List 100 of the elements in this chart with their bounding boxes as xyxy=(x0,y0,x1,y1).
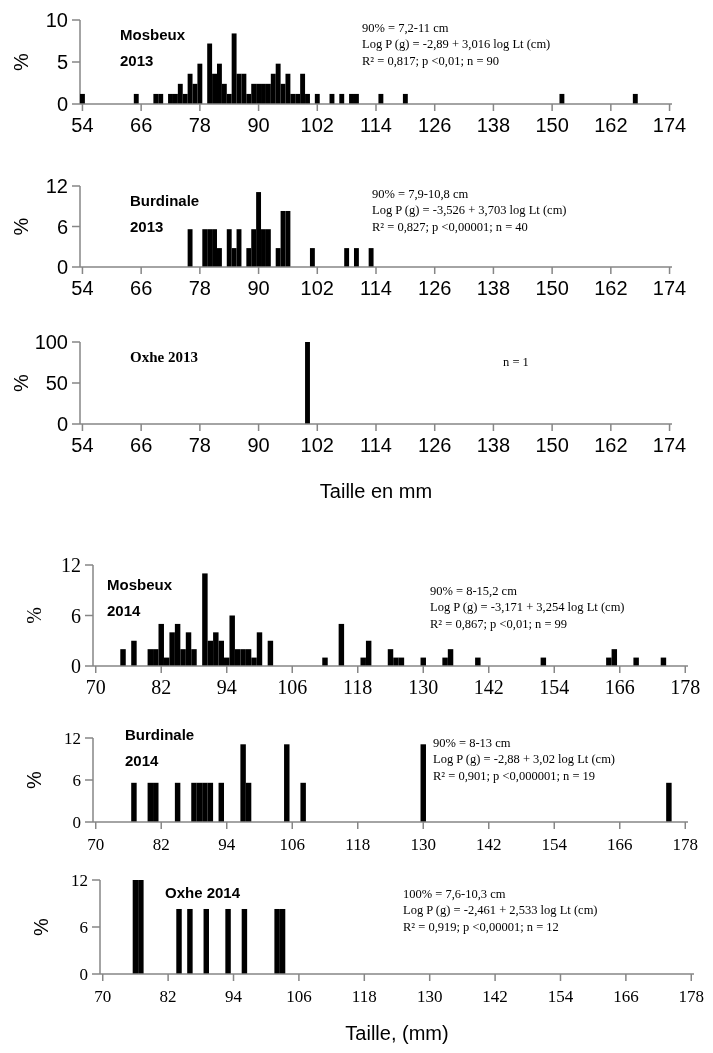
x-tick-label: 114 xyxy=(360,114,392,136)
text: Mosbeux 2014 xyxy=(107,576,173,619)
x-tick-label: 162 xyxy=(594,434,628,456)
text: Mosbeux 2013 xyxy=(120,26,186,69)
x-axis-title: Taille en mm xyxy=(319,480,433,502)
x-tick-label: 54 xyxy=(71,434,94,456)
x-tick-label: 66 xyxy=(130,434,153,456)
annotation: R² = 0,827; p <0,00001; n = 40 xyxy=(372,219,528,234)
x-tick-label: 114 xyxy=(360,277,392,299)
x-tick-label: 178 xyxy=(670,676,701,698)
x-tick-label: 90 xyxy=(247,114,270,136)
x-tick-label: 150 xyxy=(535,277,569,299)
y-axis-title: % xyxy=(10,373,32,392)
x-tick-label: 178 xyxy=(672,835,699,854)
y-tick-label: 100 xyxy=(34,331,68,353)
x-tick-label: 142 xyxy=(482,987,508,1006)
x-tick-label: 154 xyxy=(547,987,574,1006)
y-axis-title: % xyxy=(10,52,32,71)
x-tick-label: 166 xyxy=(604,676,635,698)
x-tick-label: 106 xyxy=(279,835,305,854)
annotation: n = 1 xyxy=(503,355,529,369)
annotation: 100% = 7,6-10,3 cm xyxy=(403,887,506,901)
annotation: Log P (g) = -2,89 + 3,016 log Lt (cm) xyxy=(362,37,551,52)
x-tick-label: 138 xyxy=(476,434,511,456)
y-axis-title: % xyxy=(30,917,52,936)
x-tick-label: 66 xyxy=(130,114,153,136)
x-axis-title: Taille, (mm) xyxy=(345,1022,449,1044)
annotation: R² = 0,901; p <0,000001; n = 19 xyxy=(433,768,596,783)
x-tick-label: 174 xyxy=(652,114,687,136)
x-tick-label: 126 xyxy=(418,114,452,136)
x-tick-label: 102 xyxy=(300,277,334,299)
x-tick-label: 118 xyxy=(345,835,371,854)
y-tick-label: 0 xyxy=(56,256,68,278)
y-tick-label: 50 xyxy=(45,372,68,394)
y-tick-label: 0 xyxy=(71,655,81,677)
y-tick-label: 5 xyxy=(56,51,68,73)
x-tick-label: 174 xyxy=(652,277,687,299)
y-tick-label: 6 xyxy=(72,770,81,790)
x-tick-label: 162 xyxy=(594,277,628,299)
x-tick-label: 66 xyxy=(130,277,153,299)
x-tick-label: 138 xyxy=(476,277,511,299)
x-tick-label: 150 xyxy=(535,434,569,456)
x-tick-label: 174 xyxy=(652,434,687,456)
y-tick-label: 10 xyxy=(45,9,68,31)
x-tick-label: 82 xyxy=(159,987,177,1006)
x-tick-label: 166 xyxy=(613,987,639,1006)
x-tick-label: 90 xyxy=(247,434,270,456)
x-tick-label: 78 xyxy=(188,434,211,456)
annotation: 90% = 7,2-11 cm xyxy=(362,21,449,35)
annotation: 90% = 7,9-10,8 cm xyxy=(372,187,469,201)
chart-title: Oxhe 2014 xyxy=(165,884,241,901)
x-tick-label: 82 xyxy=(151,676,172,698)
annotation: 90% = 8-13 cm xyxy=(433,736,511,750)
x-tick-label: 166 xyxy=(607,835,633,854)
y-tick-label: 6 xyxy=(71,604,81,627)
y-axis-title: % xyxy=(23,607,45,624)
x-tick-label: 106 xyxy=(277,676,308,698)
x-tick-label: 102 xyxy=(300,114,334,136)
chart-title: Oxhe 2013 xyxy=(130,349,198,365)
x-tick-label: 54 xyxy=(71,114,94,136)
x-tick-label: 118 xyxy=(343,676,373,698)
x-tick-label: 70 xyxy=(87,835,105,854)
x-tick-label: 94 xyxy=(218,835,236,854)
x-tick-label: 102 xyxy=(300,434,334,456)
x-tick-label: 94 xyxy=(216,676,237,698)
x-tick-label: 130 xyxy=(408,676,439,698)
y-tick-label: 12 xyxy=(45,175,68,197)
annotation: R² = 0,919; p <0,00001; n = 12 xyxy=(403,919,559,934)
x-tick-label: 54 xyxy=(71,277,94,299)
annotation: 90% = 8-15,2 cm xyxy=(430,584,518,598)
annotation: R² = 0,817; p <0,01; n = 90 xyxy=(362,53,500,68)
x-tick-label: 70 xyxy=(94,987,112,1006)
y-axis-title: % xyxy=(10,217,32,236)
x-tick-label: 94 xyxy=(225,987,243,1006)
x-tick-label: 154 xyxy=(539,676,570,698)
y-axis-title: % xyxy=(23,770,45,789)
annotation: Log P (g) = -3,171 + 3,254 log Lt (cm) xyxy=(430,600,625,615)
y-tick-label: 12 xyxy=(71,870,88,890)
x-tick-label: 78 xyxy=(188,114,211,136)
annotation: Log P (g) = -3,526 + 3,703 log Lt (cm) xyxy=(372,203,567,218)
x-tick-label: 178 xyxy=(678,987,705,1006)
x-tick-label: 138 xyxy=(476,114,511,136)
x-tick-label: 150 xyxy=(535,114,569,136)
x-tick-label: 142 xyxy=(473,676,504,698)
chart-title: Burdinale 2014 xyxy=(125,726,195,769)
y-tick-label: 6 xyxy=(79,917,88,937)
x-tick-label: 70 xyxy=(85,676,106,698)
x-tick-label: 142 xyxy=(476,835,502,854)
y-tick-label: 0 xyxy=(56,93,68,115)
x-tick-label: 130 xyxy=(410,835,436,854)
x-tick-label: 118 xyxy=(351,987,377,1006)
x-tick-label: 154 xyxy=(541,835,568,854)
y-tick-label: 0 xyxy=(56,413,68,435)
text: Burdinale 2013 xyxy=(130,192,200,235)
y-tick-label: 0 xyxy=(79,964,88,984)
annotation: R² = 0,867; p <0,01; n = 99 xyxy=(430,616,568,631)
y-tick-label: 0 xyxy=(72,812,81,832)
x-tick-label: 90 xyxy=(247,277,270,299)
y-tick-label: 12 xyxy=(64,728,81,748)
x-tick-label: 126 xyxy=(418,277,452,299)
